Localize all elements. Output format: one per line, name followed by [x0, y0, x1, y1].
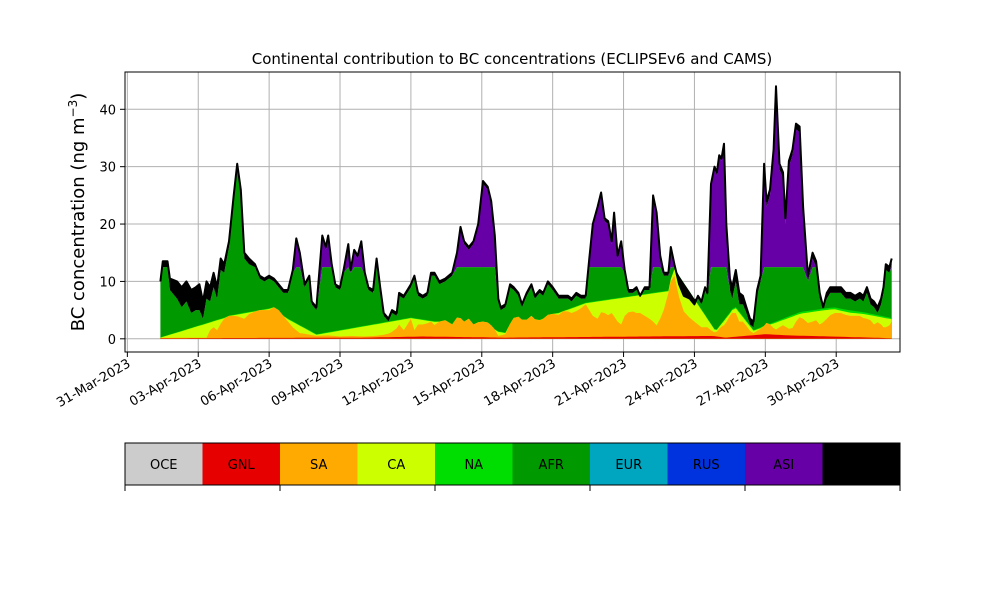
legend-swatch-rus: [667, 443, 746, 485]
legend-label-gnl: GNL: [228, 458, 256, 473]
series-area-afr: [160, 169, 892, 339]
legend-swatch-eur: [590, 443, 668, 485]
legend-label-sa: SA: [310, 458, 327, 473]
x-tick-label-7: 21-Apr-2023: [552, 356, 629, 409]
x-tick-label-10: 30-Apr-2023: [765, 356, 842, 409]
y-tick-label-3: 30: [99, 161, 116, 176]
legend-swatch-afr: [512, 443, 591, 485]
y-axis-label-close: ): [68, 93, 89, 100]
plot-frame: [124, 71, 901, 353]
legend-label-rus: RUS: [693, 458, 720, 473]
legend-frame: [124, 442, 901, 486]
legend-swatch-ca: [357, 443, 436, 485]
x-tick-label-3: 09-Apr-2023: [269, 356, 346, 409]
legend-swatch-na: [435, 443, 513, 485]
x-tick-label-9: 27-Apr-2023: [694, 356, 771, 409]
total-outline: [159, 85, 893, 323]
y-tick-label-1: 10: [99, 275, 116, 290]
legend-swatch-asi: [745, 443, 823, 485]
x-tick-label-6: 18-Apr-2023: [482, 356, 559, 409]
plot-area: [124, 71, 901, 353]
legend-label-asi: ASI: [773, 458, 794, 473]
legend-colorbar: OCE GNL SA CA NA AFR EUR RUS ASI AUS: [124, 442, 901, 491]
legend-swatch-aus: [822, 443, 901, 485]
x-tick-label-4: 12-Apr-2023: [340, 356, 417, 409]
series-area-gnl: [160, 334, 892, 339]
y-axis-label-main: BC concentration (ng m: [68, 117, 89, 331]
series-layer: [159, 85, 893, 339]
legend-swatch-sa: [280, 443, 358, 485]
y-tick-label-2: 20: [99, 218, 116, 233]
legend-label-ca: CA: [387, 458, 405, 473]
x-tick-label-8: 24-Apr-2023: [623, 356, 700, 409]
x-tick-label-2: 06-Apr-2023: [198, 356, 275, 409]
chart-title: Continental contribution to BC concentra…: [252, 50, 773, 68]
series-area-sa: [160, 275, 892, 339]
x-tick-label-5: 15-Apr-2023: [411, 356, 488, 409]
legend-swatch-oce: [125, 443, 203, 485]
x-tick-label-0: 31-Mar-2023: [54, 356, 133, 410]
y-axis: 0 10 20 30 40: [99, 103, 125, 348]
legend-label-afr: AFR: [539, 458, 564, 473]
legend-label-eur: EUR: [615, 458, 642, 473]
x-tick-label-1: 03-Apr-2023: [127, 356, 204, 409]
y-tick-label-4: 40: [99, 103, 116, 118]
legend-label-oce: OCE: [150, 458, 178, 473]
y-tick-label-0: 0: [108, 333, 116, 348]
legend-swatch-gnl: [202, 443, 281, 485]
legend-label-aus: AUS: [848, 458, 875, 473]
y-axis-label: BC concentration (ng m−3): [66, 93, 89, 332]
x-axis: 31-Mar-202303-Apr-202306-Apr-202309-Apr-…: [54, 352, 842, 411]
legend-label-na: NA: [464, 458, 483, 473]
y-axis-label-superscript: −3: [66, 100, 80, 118]
series-area-ca: [160, 269, 892, 339]
